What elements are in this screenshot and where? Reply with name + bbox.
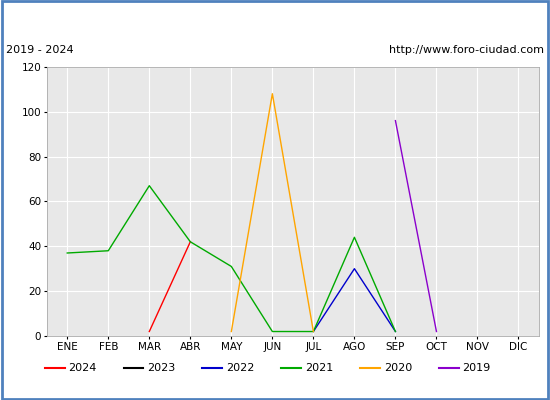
Text: 2024: 2024 (68, 363, 97, 373)
Text: 2020: 2020 (384, 363, 412, 373)
Text: 2019: 2019 (463, 363, 491, 373)
Text: 2019 - 2024: 2019 - 2024 (6, 45, 73, 55)
Text: http://www.foro-ciudad.com: http://www.foro-ciudad.com (389, 45, 544, 55)
Text: 2021: 2021 (305, 363, 333, 373)
Text: 2022: 2022 (226, 363, 255, 373)
Text: Evolucion Nº Turistas Nacionales en el municipio de Cabreros del Monte: Evolucion Nº Turistas Nacionales en el m… (50, 12, 500, 25)
Text: 2023: 2023 (147, 363, 175, 373)
